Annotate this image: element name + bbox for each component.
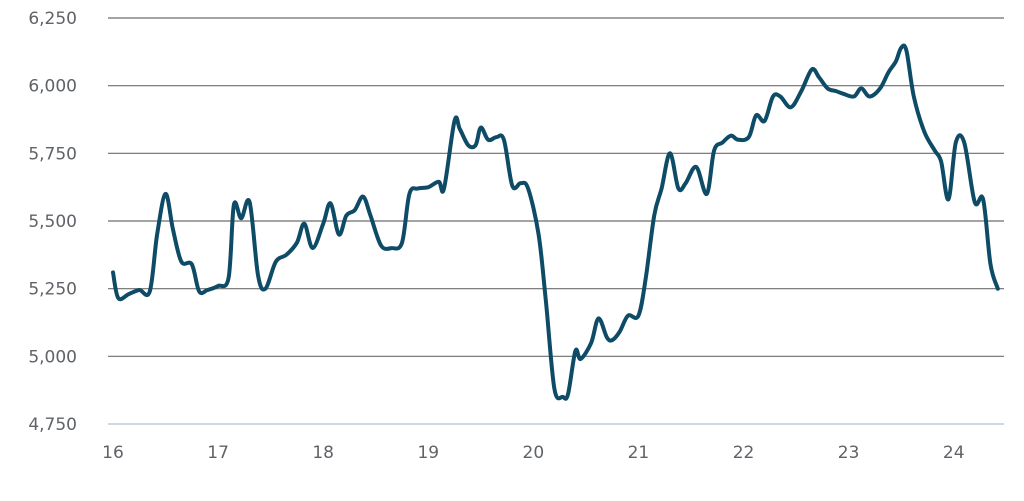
- x-tick-label: 17: [207, 443, 229, 463]
- y-tick-label: 5,500: [28, 212, 77, 232]
- y-tick-label: 6,000: [28, 77, 77, 97]
- x-tick-label: 20: [523, 443, 545, 463]
- y-tick-label: 4,750: [28, 415, 77, 435]
- y-tick-label: 5,000: [28, 347, 77, 367]
- x-axis: 16 17 18 19 20 21 22 23 24: [102, 443, 964, 463]
- x-tick-label: 16: [102, 443, 124, 463]
- y-gridlines: [108, 17, 1004, 425]
- y-tick-label: 5,250: [28, 280, 77, 300]
- x-tick-label: 19: [417, 443, 439, 463]
- series-line-0: [111, 43, 1000, 401]
- y-tick-label: 5,750: [28, 144, 77, 164]
- x-tick-label: 23: [838, 443, 860, 463]
- y-axis: 4,750 5,000 5,250 5,500 5,750 6,000 6,250: [28, 9, 77, 435]
- y-tick-label: 6,250: [28, 9, 77, 29]
- x-tick-label: 24: [943, 443, 965, 463]
- x-tick-label: 21: [628, 443, 650, 463]
- x-tick-label: 18: [312, 443, 334, 463]
- series-group: [111, 43, 1000, 401]
- x-tick-label: 22: [733, 443, 755, 463]
